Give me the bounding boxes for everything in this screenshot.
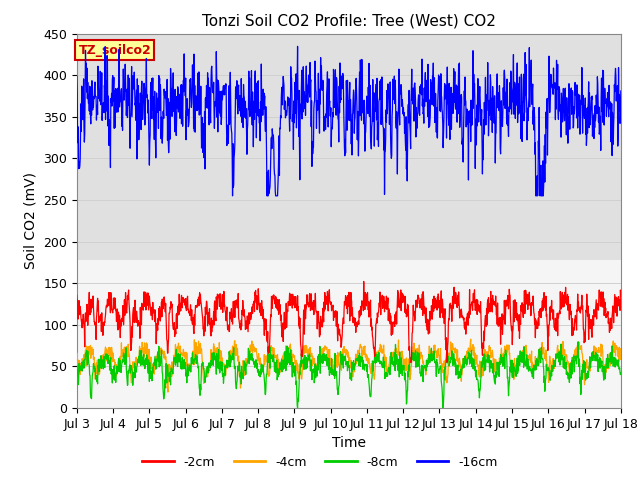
Title: Tonzi Soil CO2 Profile: Tree (West) CO2: Tonzi Soil CO2 Profile: Tree (West) CO2 [202, 13, 496, 28]
Bar [77, 25, 621, 260]
Legend: -2cm, -4cm, -8cm, -16cm: -2cm, -4cm, -8cm, -16cm [138, 451, 502, 474]
X-axis label: Time: Time [332, 436, 366, 450]
Text: TZ_soilco2: TZ_soilco2 [79, 44, 152, 57]
Bar [77, 260, 621, 408]
Y-axis label: Soil CO2 (mV): Soil CO2 (mV) [24, 172, 38, 269]
